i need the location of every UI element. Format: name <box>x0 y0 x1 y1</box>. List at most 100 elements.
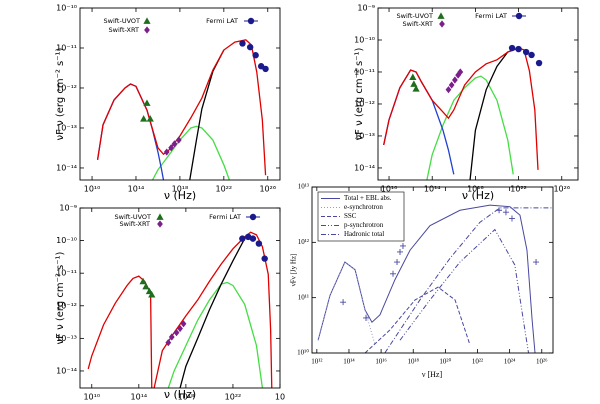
axes-frame <box>377 7 579 181</box>
marker <box>252 52 259 59</box>
legend-marker <box>247 17 255 25</box>
x-tick-label: 10²⁶ <box>553 185 570 194</box>
marker <box>448 81 455 89</box>
legend-label: p-synchrotron <box>344 221 384 229</box>
model-curve <box>383 47 539 170</box>
y-tick-label: 10¹⁰ <box>297 349 309 357</box>
legend-box <box>317 191 405 242</box>
x-tick-label: 10²² <box>510 185 527 194</box>
marker <box>146 115 154 122</box>
marker <box>143 99 151 106</box>
marker <box>239 235 246 242</box>
y-axis-label: νF ν (erg cm⁻² s⁻¹) <box>55 251 66 344</box>
marker <box>496 207 503 214</box>
marker <box>409 73 417 81</box>
y-tick-label: 10⁻¹¹ <box>56 269 77 278</box>
y-axis-label: νF ν (erg cm⁻² s⁻¹) <box>354 47 365 140</box>
axes-frame <box>79 7 281 181</box>
marker <box>457 68 464 76</box>
marker <box>445 86 452 94</box>
marker <box>139 277 147 285</box>
legend-label: Fermi LAT <box>475 12 507 20</box>
x-axis-label: ν (Hz) <box>462 189 494 202</box>
legend-label: Fermi LAT <box>206 17 238 25</box>
panel: 10¹⁰ 10¹⁴ 10¹⁸ 10²² 10²⁶ 10⁻¹⁰ 10⁻¹¹ 10⁻¹² 10⁻¹³… <box>55 4 281 202</box>
marker <box>389 270 396 277</box>
x-tick-label: 10¹⁴ <box>131 393 148 401</box>
x-tick-label: 10¹⁶ <box>375 358 387 366</box>
x-tick-label: 10¹⁸ <box>172 185 189 194</box>
y-tick-label: 10⁻⁹ <box>357 4 375 13</box>
panel: 10¹⁰ 10¹⁴ 10¹⁸ 10²² 10²⁶ 10⁻⁹ 10⁻¹⁰ 10⁻¹¹ 10⁻¹² 1… <box>354 4 579 202</box>
x-tick-label: 10¹⁸ <box>407 358 419 366</box>
legend-label: Hadronic total <box>344 230 384 238</box>
y-tick-label: 10⁻¹³ <box>354 131 375 140</box>
marker <box>140 115 148 122</box>
panel: 10¹⁰ 10¹⁴ 10¹⁸ 10²² 10 10⁻⁹ 10⁻¹⁰ 10⁻¹¹ 10⁻¹² 10⁻… <box>55 204 285 402</box>
marker <box>508 44 516 52</box>
marker <box>340 299 347 306</box>
y-tick-label: 10⁻¹² <box>56 83 77 92</box>
marker <box>180 320 187 328</box>
x-tick-label: 10¹⁸ <box>178 393 195 401</box>
marker <box>515 45 522 53</box>
panel: 10¹² 10¹⁴ 10¹⁶ 10¹⁸ 10²⁰ 10²² 10²⁴ 10²⁶ 10¹⁰ 10¹¹… <box>290 183 554 379</box>
y-tick-label: 10⁻¹² <box>354 99 375 108</box>
y-tick-label: 10⁻¹⁴ <box>354 163 375 172</box>
marker <box>396 248 403 255</box>
marker <box>239 40 246 47</box>
legend-marker <box>157 220 163 228</box>
legend-label: e-synchrotron <box>344 203 383 211</box>
marker <box>171 140 178 148</box>
y-tick-label: 10⁻¹⁴ <box>56 163 77 172</box>
marker <box>249 235 257 242</box>
legend-label: Swift-UVOT <box>115 213 152 221</box>
marker <box>535 59 543 67</box>
legend-label: Swift-UVOT <box>104 17 141 25</box>
legend-marker <box>143 17 151 24</box>
legend-marker <box>249 213 257 221</box>
axes-frame <box>311 186 554 354</box>
legend-marker <box>437 12 445 19</box>
x-tick-label: 10¹⁴ <box>128 185 145 194</box>
y-tick-label: 10⁻¹⁰ <box>56 4 77 13</box>
legend-label: Total + EBL abs. <box>344 194 392 202</box>
marker <box>165 339 172 347</box>
marker <box>168 144 175 152</box>
x-tick-label: 10²² <box>472 358 483 366</box>
plot-area <box>96 39 269 180</box>
legend-label: Swift-UVOT <box>397 12 434 20</box>
x-tick-label: 10²⁰ <box>439 358 451 366</box>
x-tick-label: 10¹⁴ <box>424 185 441 194</box>
x-tick-label: 10²⁴ <box>504 358 516 366</box>
legend-label: Fermi LAT <box>209 213 241 221</box>
x-axis-label: ν (Hz) <box>164 388 196 400</box>
y-tick-label: 10¹³ <box>298 183 309 191</box>
model-curve <box>426 75 514 180</box>
y-tick-label: 10⁻¹² <box>56 301 77 310</box>
model-curve <box>384 207 553 353</box>
model-curve <box>317 204 536 353</box>
legend-marker <box>144 26 150 34</box>
model-curve <box>151 125 230 180</box>
marker <box>410 80 418 87</box>
marker <box>528 51 535 59</box>
x-axis-label: ν (Hz) <box>164 189 196 202</box>
marker <box>173 329 180 337</box>
x-tick-label: 10¹⁰ <box>83 393 100 401</box>
marker <box>508 215 515 222</box>
y-tick-label: 10⁻¹⁴ <box>56 366 77 375</box>
marker <box>261 255 268 262</box>
legend-marker <box>439 20 445 28</box>
y-tick-label: 10¹¹ <box>298 293 309 301</box>
y-tick-label: 10⁻¹³ <box>56 334 77 343</box>
marker <box>533 259 540 266</box>
y-tick-label: 10⁻¹¹ <box>354 67 375 76</box>
marker <box>363 314 370 321</box>
x-tick-label: 10²⁶ <box>259 185 276 194</box>
axes-frame <box>79 207 281 389</box>
y-tick-label: 10⁻¹¹ <box>56 43 77 52</box>
